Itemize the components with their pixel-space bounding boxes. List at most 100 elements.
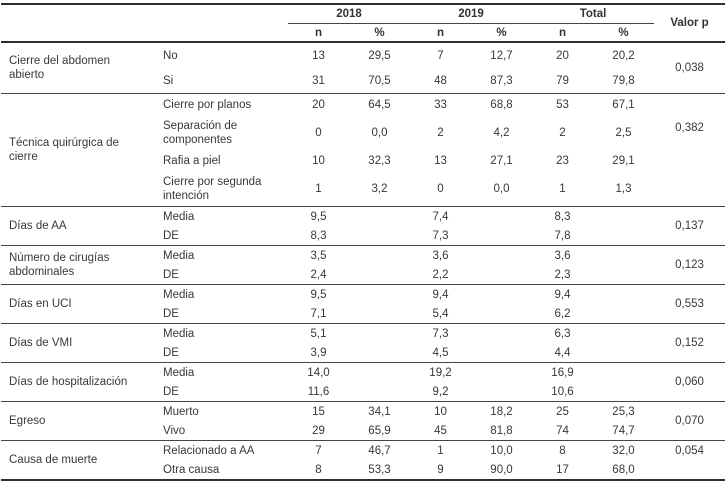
value-cell: 2,4 <box>310 268 327 281</box>
value-cell <box>349 323 410 343</box>
column-header-valor-p: Valor p <box>654 4 725 43</box>
value-cell: 20 <box>288 93 349 115</box>
subheader-pct-2019: % <box>471 23 532 43</box>
column-group-total: Total <box>532 4 654 24</box>
value-cell: 4,2 <box>493 126 510 139</box>
row-group-label: Número de cirugías abdominales <box>1 245 161 285</box>
p-value-cell: 0,054 <box>654 440 725 480</box>
p-value-cell: 0,070 <box>654 401 725 441</box>
value-cell <box>471 284 532 304</box>
value-cell: 15 <box>288 401 349 421</box>
value-cell: 9,5 <box>288 206 349 226</box>
value-cell: 5,1 <box>288 323 349 343</box>
value-cell <box>471 343 532 363</box>
row-sub-label: Vivo <box>163 424 186 437</box>
row-sub-label: Media <box>161 284 288 304</box>
value-cell <box>471 304 532 324</box>
row-sub-label: Otra causa <box>163 463 220 476</box>
table-row: Egreso Muerto 15 34,1 10 18,2 25 25,3 0,070 <box>1 401 725 441</box>
value-cell: 0 <box>315 126 322 139</box>
header-year-row: 2018 2019 Total Valor p <box>1 4 725 43</box>
statistics-table: 2018 2019 Total Valor p n % n % n % Cier… <box>1 3 725 481</box>
value-cell <box>471 362 532 382</box>
value-cell <box>349 265 410 285</box>
value-cell <box>349 343 410 363</box>
value-cell: 3,9 <box>310 346 327 359</box>
table-row: Si 31 70,5 48 87,3 79 79,8 <box>1 68 725 94</box>
value-cell: 20 <box>532 41 593 68</box>
table-row: DE 2,4 2,2 2,3 <box>1 265 725 285</box>
value-cell: 12,7 <box>471 41 532 68</box>
value-cell: 4,5 <box>432 346 449 359</box>
table-row: Días de hospitalización Media 14,0 19,2 16,9… <box>1 362 725 402</box>
subheader-pct-2018: % <box>349 23 410 43</box>
value-cell: 74,7 <box>612 424 635 437</box>
table-row: Rafia a piel 10 32,3 13 27,1 23 29,1 <box>1 150 725 171</box>
value-cell <box>593 245 654 265</box>
row-sub-label: DE <box>163 307 179 320</box>
value-cell: 2,3 <box>554 268 571 281</box>
value-cell: 70,5 <box>368 74 391 87</box>
value-cell <box>471 245 532 265</box>
value-cell: 4,4 <box>554 346 571 359</box>
table-body: Cierre del abdomen abierto No 13 29,5 7 12,7 2… <box>1 41 725 480</box>
table-row: DE 8,3 7,3 7,8 <box>1 226 725 246</box>
row-group-label: Causa de muerte <box>1 440 161 480</box>
value-cell: 6,3 <box>532 323 593 343</box>
value-cell: 18,2 <box>471 401 532 421</box>
row-group-label: Días de hospitalización <box>1 362 161 402</box>
value-cell: 79 <box>556 74 569 87</box>
value-cell: 2 <box>437 126 444 139</box>
row-group-label: Egreso <box>1 401 161 441</box>
value-cell: 67,1 <box>593 93 654 115</box>
table-row: Días de AA Media 9,5 7,4 8,3 0,137 <box>1 206 725 246</box>
value-cell: 10,0 <box>471 440 532 460</box>
value-cell: 25,3 <box>593 401 654 421</box>
table-row: Cierre del abdomen abierto No 13 29,5 7 12,7 2… <box>1 41 725 94</box>
value-cell: 81,8 <box>490 424 513 437</box>
value-cell: 9,4 <box>410 284 471 304</box>
subheader-n-2018: n <box>288 23 349 43</box>
value-cell: 53 <box>532 93 593 115</box>
value-cell: 0 <box>437 182 444 195</box>
value-cell <box>349 284 410 304</box>
value-cell: 7,1 <box>310 307 327 320</box>
p-value-cell: 0,123 <box>654 245 725 285</box>
value-cell: 1 <box>559 182 566 195</box>
value-cell: 79,8 <box>612 74 635 87</box>
row-sub-label: DE <box>163 268 179 281</box>
p-value-cell: 0,553 <box>654 284 725 324</box>
value-cell: 7 <box>410 41 471 68</box>
value-cell <box>471 323 532 343</box>
header-blank-cell <box>1 4 288 24</box>
table-row: DE 3,9 4,5 4,4 <box>1 343 725 363</box>
value-cell: 33 <box>410 93 471 115</box>
column-group-2019: 2019 <box>410 4 532 24</box>
value-cell <box>471 382 532 402</box>
table-row: Otra causa 8 53,3 9 90,0 17 68,0 <box>1 460 725 480</box>
row-group-label: Días en UCI <box>1 284 161 324</box>
header-sub-row: n % n % n % <box>1 23 725 43</box>
value-cell <box>349 304 410 324</box>
value-cell: 29,1 <box>612 154 635 167</box>
subheader-n-2019: n <box>410 23 471 43</box>
value-cell: 14,0 <box>288 362 349 382</box>
value-cell: 7,3 <box>410 323 471 343</box>
value-cell: 10 <box>410 401 471 421</box>
value-cell: 87,3 <box>490 74 513 87</box>
value-cell: 32,3 <box>368 154 391 167</box>
value-cell: 10,6 <box>551 385 574 398</box>
value-cell: 2 <box>559 126 566 139</box>
value-cell: 45 <box>434 424 447 437</box>
value-cell <box>349 245 410 265</box>
row-sub-label: DE <box>163 229 179 242</box>
table-row: DE 11,6 9,2 10,6 <box>1 382 725 402</box>
value-cell: 1 <box>410 440 471 460</box>
value-cell <box>349 226 410 246</box>
value-cell <box>593 206 654 226</box>
value-cell: 48 <box>434 74 447 87</box>
value-cell: 7,8 <box>554 229 571 242</box>
value-cell <box>593 265 654 285</box>
value-cell <box>349 362 410 382</box>
row-sub-label: No <box>161 41 288 68</box>
